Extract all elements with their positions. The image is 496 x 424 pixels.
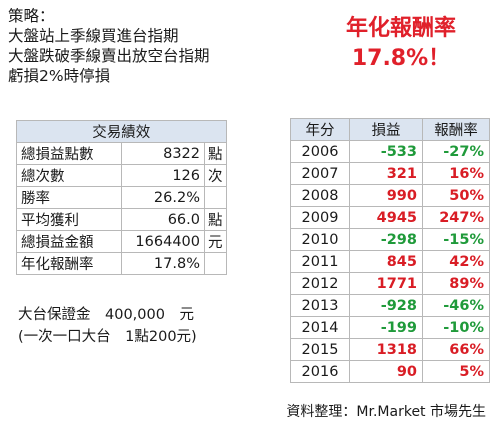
perf-unit: 點 bbox=[204, 142, 227, 165]
year-cell: 2015 bbox=[290, 338, 350, 361]
perf-unit: 元 bbox=[204, 230, 227, 253]
headline-label: 年化報酬率 bbox=[345, 16, 456, 41]
rate-cell: 42% bbox=[422, 250, 490, 273]
perf-label: 總次數 bbox=[16, 164, 122, 187]
table-row: 2011 845 42% bbox=[290, 250, 490, 273]
table-row: 2010 -298 -15% bbox=[290, 228, 490, 251]
strategy-block: 策略： 大盤站上季線買進台指期 大盤跌破季線賣出放空台指期 虧損2%時停損 bbox=[8, 6, 210, 86]
year-cell: 2014 bbox=[290, 316, 350, 339]
pl-cell: 1318 bbox=[349, 338, 423, 361]
year-cell: 2011 bbox=[290, 250, 350, 273]
strategy-line: 大盤跌破季線賣出放空台指期 bbox=[8, 47, 210, 65]
perf-label: 總損益金額 bbox=[16, 230, 122, 253]
rate-cell: -46% bbox=[422, 294, 490, 317]
pl-cell: 4945 bbox=[349, 206, 423, 229]
rate-cell: -10% bbox=[422, 316, 490, 339]
table-row: 平均獲利 66.0 點 bbox=[16, 208, 227, 231]
year-cell: 2007 bbox=[290, 162, 350, 185]
table-row: 總次數 126 次 bbox=[16, 164, 227, 187]
pl-cell: -199 bbox=[349, 316, 423, 339]
year-cell: 2006 bbox=[290, 140, 350, 163]
yearly-body: 2006 -533 -27% 2007 321 16% 2008 990 50% 2009 4945… bbox=[290, 140, 490, 383]
table-row: 2013 -928 -46% bbox=[290, 294, 490, 317]
table-row: 2012 1771 89% bbox=[290, 272, 490, 295]
perf-value: 8322 bbox=[121, 142, 205, 165]
margin-note: 大台保證金 400,000 元 (一次一口大台 1點200元) bbox=[18, 304, 197, 348]
table-row: 2008 990 50% bbox=[290, 184, 490, 207]
year-cell: 2012 bbox=[290, 272, 350, 295]
perf-value: 26.2% bbox=[121, 186, 205, 209]
pl-cell: 1771 bbox=[349, 272, 423, 295]
table-row: 2014 -199 -10% bbox=[290, 316, 490, 339]
table-row: 2006 -533 -27% bbox=[290, 140, 490, 163]
annual-return-headline: 年化報酬率 17.8%！ bbox=[326, 14, 476, 74]
table-row: 2007 321 16% bbox=[290, 162, 490, 185]
yearly-table: 年分 損益 報酬率 2006 -533 -27% 2007 321 16% 2008 990 5… bbox=[290, 118, 490, 383]
perf-label: 總損益點數 bbox=[16, 142, 122, 165]
perf-label: 年化報酬率 bbox=[16, 252, 122, 275]
rate-cell: 66% bbox=[422, 338, 490, 361]
rate-cell: 50% bbox=[422, 184, 490, 207]
perf-unit: 次 bbox=[204, 164, 227, 187]
year-cell: 2009 bbox=[290, 206, 350, 229]
perf-value: 1664400 bbox=[121, 230, 205, 253]
rate-cell: 247% bbox=[422, 206, 490, 229]
perf-value: 66.0 bbox=[121, 208, 205, 231]
performance-table: 交易績效 總損益點數 8322 點 總次數 126 次 勝率 26.2% 平均獲… bbox=[16, 120, 227, 275]
rate-cell: -27% bbox=[422, 140, 490, 163]
table-row: 總損益金額 1664400 元 bbox=[16, 230, 227, 253]
year-cell: 2013 bbox=[290, 294, 350, 317]
table-row: 2016 90 5% bbox=[290, 360, 490, 383]
rate-cell: 16% bbox=[422, 162, 490, 185]
pl-cell: 321 bbox=[349, 162, 423, 185]
perf-value: 17.8% bbox=[121, 252, 205, 275]
margin-line: (一次一口大台 1點200元) bbox=[18, 329, 197, 345]
header-rate: 報酬率 bbox=[422, 118, 490, 141]
strategy-line: 虧損2%時停損 bbox=[8, 67, 111, 85]
pl-cell: 90 bbox=[349, 360, 423, 383]
rate-cell: 5% bbox=[422, 360, 490, 383]
perf-label: 平均獲利 bbox=[16, 208, 122, 231]
margin-line: 大台保證金 400,000 元 bbox=[18, 307, 194, 323]
rate-cell: -15% bbox=[422, 228, 490, 251]
table-row: 2009 4945 247% bbox=[290, 206, 490, 229]
header-pl: 損益 bbox=[349, 118, 423, 141]
year-cell: 2016 bbox=[290, 360, 350, 383]
source-credit: 資料整理：Mr.Market 市場先生 bbox=[286, 404, 486, 420]
perf-unit bbox=[204, 186, 227, 209]
perf-unit: 點 bbox=[204, 208, 227, 231]
yearly-header-row: 年分 損益 報酬率 bbox=[290, 118, 490, 141]
headline-value: 17.8%！ bbox=[351, 46, 451, 71]
strategy-title: 策略： bbox=[8, 7, 55, 25]
pl-cell: -533 bbox=[349, 140, 423, 163]
perf-unit bbox=[204, 252, 227, 275]
rate-cell: 89% bbox=[422, 272, 490, 295]
performance-header-row: 交易績效 bbox=[16, 120, 227, 143]
table-row: 年化報酬率 17.8% bbox=[16, 252, 227, 275]
pl-cell: -298 bbox=[349, 228, 423, 251]
performance-header: 交易績效 bbox=[16, 120, 227, 143]
pl-cell: 845 bbox=[349, 250, 423, 273]
strategy-line: 大盤站上季線買進台指期 bbox=[8, 27, 179, 45]
table-row: 2015 1318 66% bbox=[290, 338, 490, 361]
table-row: 勝率 26.2% bbox=[16, 186, 227, 209]
perf-value: 126 bbox=[121, 164, 205, 187]
table-row: 總損益點數 8322 點 bbox=[16, 142, 227, 165]
header-year: 年分 bbox=[290, 118, 350, 141]
perf-label: 勝率 bbox=[16, 186, 122, 209]
pl-cell: 990 bbox=[349, 184, 423, 207]
pl-cell: -928 bbox=[349, 294, 423, 317]
year-cell: 2010 bbox=[290, 228, 350, 251]
year-cell: 2008 bbox=[290, 184, 350, 207]
